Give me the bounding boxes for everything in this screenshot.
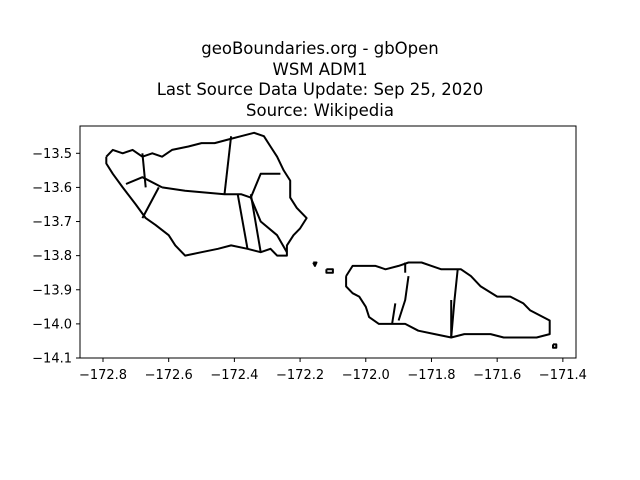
boundary-manono: [325, 268, 334, 274]
boundary-nuutele: [552, 343, 558, 349]
y-tick-label: −14.1: [32, 352, 72, 367]
x-tick-label: −172.4: [210, 368, 258, 383]
x-tick-label: −171.4: [539, 368, 587, 383]
x-tick-label: −172.2: [276, 368, 324, 383]
title-line-2: WSM ADM1: [272, 59, 368, 79]
boundary-savaii-division-8: [249, 197, 288, 253]
boundary-savaii-division-9: [249, 172, 281, 198]
y-tick-label: −13.7: [32, 215, 72, 230]
x-tick-label: −172.8: [79, 368, 127, 383]
boundary-savaii-outline: [105, 131, 308, 257]
y-tick-label: −14.0: [32, 317, 72, 332]
boundary-savaii-division-5: [223, 136, 233, 195]
x-tick-label: −171.6: [473, 368, 521, 383]
boundary-apolima: [312, 261, 318, 267]
y-tick-label: −13.9: [32, 283, 72, 298]
y-axis: −13.5 −13.6 −13.7 −13.8 −13.9 −14.0 −14.1: [32, 147, 80, 367]
plot-frame: [79, 125, 577, 359]
y-tick-label: −13.5: [32, 147, 72, 162]
boundary-savaii-division-1: [125, 176, 163, 189]
boundary-layer: [105, 131, 558, 349]
title-line-3: Last Source Data Update: Sep 25, 2020: [156, 80, 484, 99]
boundary-savaii-division-2: [141, 153, 147, 188]
boundary-savaii-division-3: [141, 186, 160, 219]
boundary-upolu-division-2: [397, 275, 410, 321]
x-tick-label: −172.6: [145, 368, 193, 383]
x-axis: −172.8 −172.6 −172.4 −172.2 −172.0 −171.8 −171…: [79, 358, 587, 383]
boundary-upolu-division-4: [450, 269, 459, 338]
title-line-4: Source: Wikipedia: [246, 100, 394, 120]
x-tick-label: −172.0: [342, 368, 390, 383]
boundary-savaii-division-6: [236, 194, 249, 249]
boundary-upolu-division-3: [391, 303, 397, 325]
x-tick-label: −171.8: [407, 368, 455, 383]
y-tick-label: −13.8: [32, 249, 72, 264]
y-tick-label: −13.6: [32, 181, 72, 196]
title-line-1: geoBoundaries.org - gbOpen: [201, 39, 439, 58]
boundary-upolu-outline: [345, 261, 551, 339]
map-title: geoBoundaries.org - gbOpen WSM ADM1 Last…: [0, 39, 640, 121]
